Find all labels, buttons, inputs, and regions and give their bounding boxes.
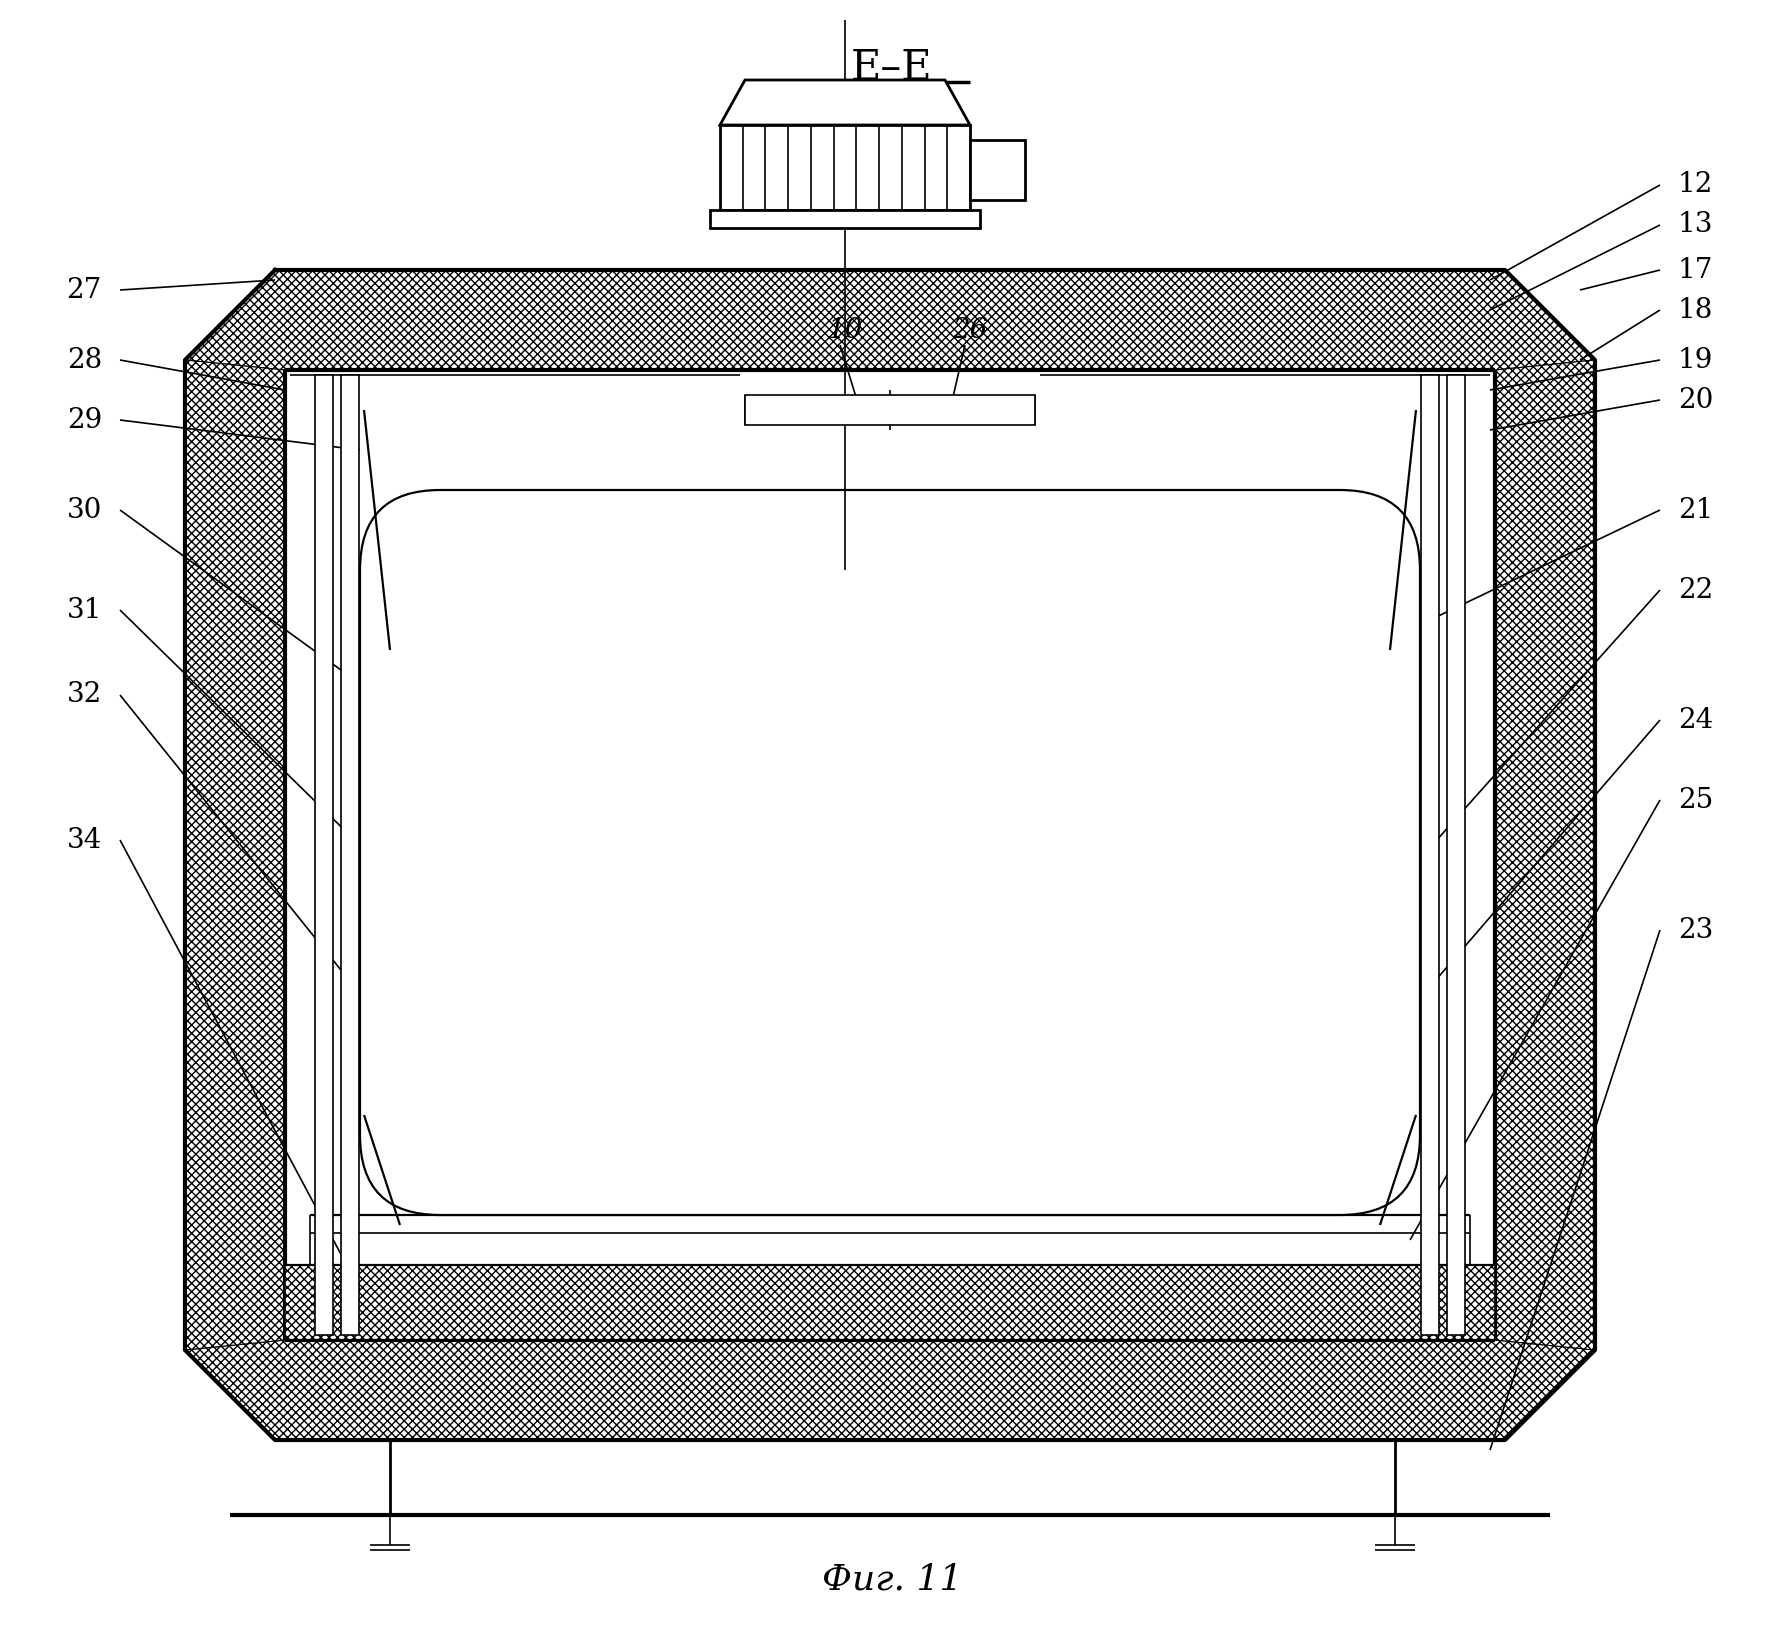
Text: 26: 26 [953, 317, 988, 343]
Bar [970, 140, 1026, 200]
Bar [341, 375, 359, 1336]
Text: 10: 10 [828, 317, 863, 343]
Text: 29: 29 [66, 406, 102, 434]
Bar [1422, 375, 1440, 1336]
Text: 19: 19 [1679, 347, 1713, 373]
Bar [746, 394, 1035, 426]
Text: 18: 18 [1679, 296, 1713, 324]
Text: 30: 30 [66, 496, 102, 524]
FancyBboxPatch shape [360, 490, 1420, 1216]
Bar [285, 1265, 1495, 1341]
Polygon shape [1495, 360, 1595, 1351]
Text: Е–Е: Е–Е [851, 48, 933, 89]
Polygon shape [721, 81, 970, 125]
Text: 12: 12 [1679, 171, 1713, 199]
Text: 17: 17 [1679, 256, 1713, 284]
Text: 24: 24 [1679, 706, 1713, 733]
Polygon shape [186, 1341, 1595, 1439]
Polygon shape [186, 360, 285, 1351]
Text: 13: 13 [1679, 212, 1713, 238]
Text: 32: 32 [66, 682, 102, 708]
Polygon shape [186, 269, 1595, 370]
Text: 31: 31 [66, 596, 102, 623]
Bar [316, 375, 334, 1336]
Text: 22: 22 [1679, 577, 1713, 603]
Text: 27: 27 [66, 276, 102, 304]
Bar [1447, 375, 1465, 1336]
Text: 28: 28 [66, 347, 102, 373]
Text: 23: 23 [1679, 917, 1713, 943]
Text: 21: 21 [1679, 496, 1713, 524]
Text: Фиг. 11: Фиг. 11 [822, 1562, 962, 1597]
Bar [710, 210, 979, 228]
Text: 25: 25 [1679, 787, 1713, 813]
Text: 34: 34 [66, 826, 102, 853]
Bar [721, 125, 970, 210]
Text: 20: 20 [1679, 386, 1713, 414]
